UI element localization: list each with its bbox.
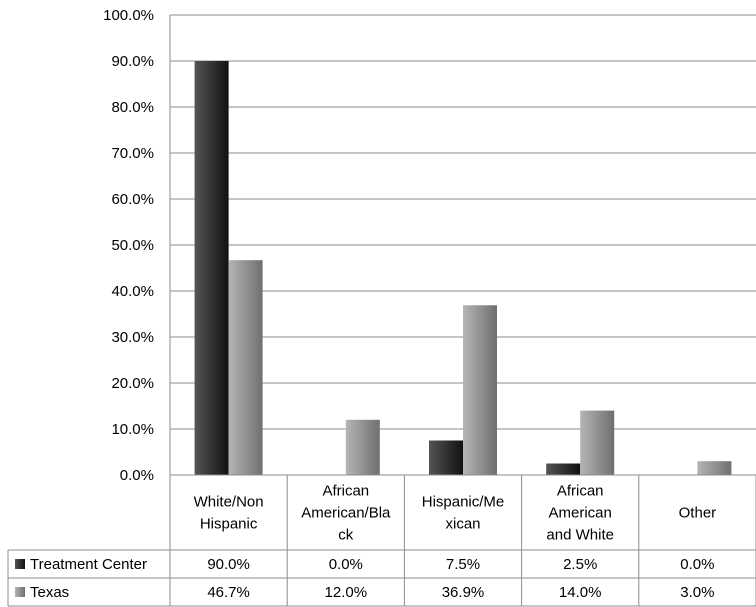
y-tick-label: 80.0% bbox=[111, 99, 154, 116]
data-label: 0.0% bbox=[329, 556, 363, 573]
bar-treatment-center bbox=[546, 463, 581, 475]
category-label: and White bbox=[546, 527, 614, 544]
bar-treatment-center bbox=[194, 61, 229, 475]
bar-texas bbox=[463, 305, 497, 475]
y-tick-label: 0.0% bbox=[120, 467, 154, 484]
bar-treatment-center bbox=[429, 440, 463, 475]
data-label: 7.5% bbox=[446, 556, 480, 573]
y-tick-label: 20.0% bbox=[111, 375, 154, 392]
y-tick-label: 90.0% bbox=[111, 53, 154, 70]
y-tick-label: 10.0% bbox=[111, 421, 154, 438]
gridlines bbox=[169, 14, 756, 476]
category-label: White/Non bbox=[194, 494, 264, 511]
y-axis-ticks: 0.0% 10.0% 20.0% 30.0% 40.0% 50.0% 60.0% 70.0% 8… bbox=[103, 7, 154, 484]
data-label: 36.9% bbox=[442, 584, 485, 601]
data-label: 0.0% bbox=[680, 556, 714, 573]
category-label: African bbox=[557, 483, 604, 500]
legend-key-treatment-center bbox=[15, 559, 25, 569]
bar-texas bbox=[697, 461, 732, 475]
data-label: 90.0% bbox=[207, 556, 250, 573]
category-label: American/Bla bbox=[301, 505, 391, 522]
y-tick-label: 40.0% bbox=[111, 283, 154, 300]
y-tick-label: 100.0% bbox=[103, 7, 154, 24]
data-label: 3.0% bbox=[680, 584, 714, 601]
data-label: 2.5% bbox=[563, 556, 597, 573]
legend-label: Texas bbox=[30, 584, 69, 601]
category-label: African bbox=[322, 483, 369, 500]
bars bbox=[194, 61, 732, 475]
category-label: American bbox=[549, 505, 612, 522]
y-tick-label: 50.0% bbox=[111, 237, 154, 254]
data-label: 46.7% bbox=[207, 584, 250, 601]
data-label: 14.0% bbox=[559, 584, 602, 601]
legend-key-texas bbox=[15, 587, 25, 597]
bar-texas bbox=[580, 410, 615, 475]
category-label: ck bbox=[338, 527, 354, 544]
y-tick-label: 60.0% bbox=[111, 191, 154, 208]
bar-texas bbox=[345, 419, 380, 475]
category-label: Other bbox=[679, 505, 717, 522]
legend-label: Treatment Center bbox=[30, 556, 147, 573]
data-label: 12.0% bbox=[325, 584, 368, 601]
data-table: White/Non Hispanic African American/Bla ck Hi… bbox=[7, 474, 756, 607]
category-label: xican bbox=[445, 516, 480, 533]
y-tick-label: 70.0% bbox=[111, 145, 154, 162]
category-label: Hispanic bbox=[200, 516, 258, 533]
category-label: Hispanic/Me bbox=[422, 494, 505, 511]
y-tick-label: 30.0% bbox=[111, 329, 154, 346]
bar-texas bbox=[228, 260, 263, 475]
